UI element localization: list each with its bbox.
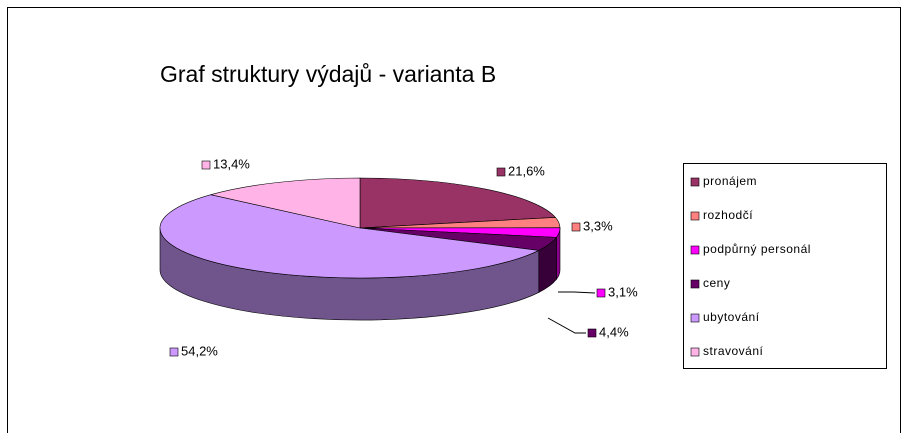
slice bbox=[359, 177, 557, 229]
legend-swatch bbox=[690, 211, 700, 221]
legend-label: podpůrný personál bbox=[703, 242, 811, 256]
legend-label: pronájem bbox=[703, 174, 757, 188]
legend-box bbox=[683, 163, 887, 369]
legend-label: rozhodčí bbox=[703, 208, 753, 222]
legend-swatch bbox=[690, 313, 700, 323]
slice bbox=[159, 194, 540, 279]
legend-swatch bbox=[690, 245, 700, 255]
label-swatch bbox=[201, 160, 211, 170]
data-label: 21,6% bbox=[508, 163, 545, 178]
data-label: 13,4% bbox=[213, 156, 250, 171]
legend-swatch bbox=[690, 177, 700, 187]
chart-title: Graf struktury výdajů - varianta B bbox=[160, 61, 496, 87]
leader-line bbox=[558, 291, 596, 294]
label-swatch bbox=[169, 347, 179, 357]
label-swatch bbox=[571, 222, 581, 232]
data-label: 3,1% bbox=[608, 284, 638, 299]
label-swatch bbox=[587, 328, 597, 338]
leader-line bbox=[547, 317, 586, 334]
slice bbox=[210, 177, 361, 229]
legend-label: stravování bbox=[703, 344, 764, 358]
legend-label: ubytování bbox=[703, 310, 760, 324]
label-swatch bbox=[596, 288, 606, 298]
legend-swatch bbox=[690, 279, 700, 289]
legend-label: ceny bbox=[703, 276, 730, 290]
legend-swatch bbox=[690, 347, 700, 357]
label-swatch bbox=[496, 167, 506, 177]
data-label: 3,3% bbox=[583, 218, 613, 233]
data-label: 54,2% bbox=[181, 343, 218, 358]
data-label: 4,4% bbox=[599, 324, 629, 339]
